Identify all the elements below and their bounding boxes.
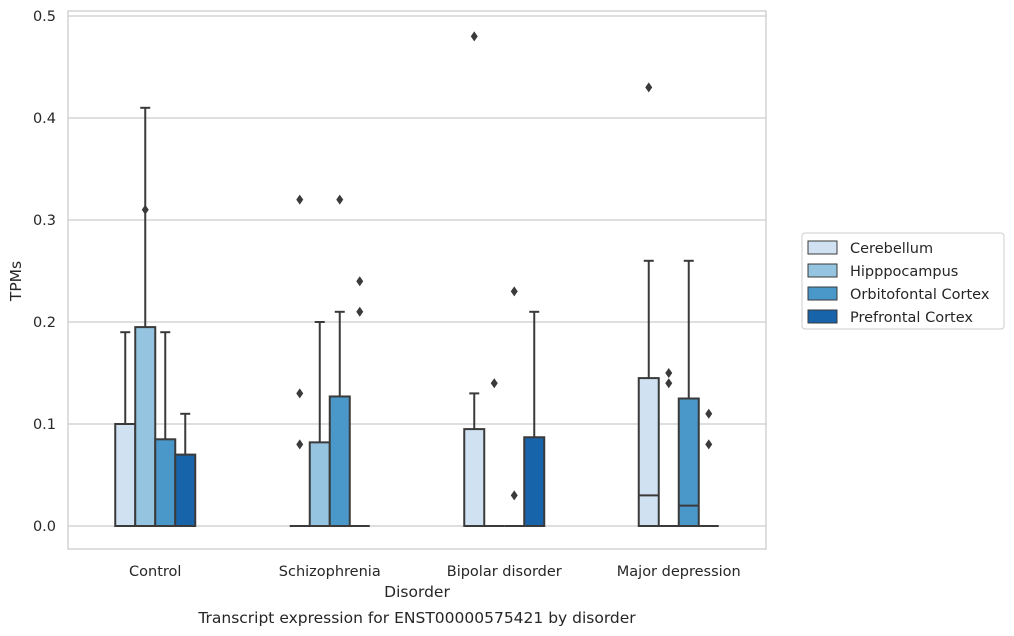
y-tick-label: 0.5 xyxy=(33,9,56,25)
plot-frame xyxy=(67,10,767,550)
outlier-point xyxy=(705,439,713,450)
legend-swatch xyxy=(807,240,838,255)
outlier-point xyxy=(470,31,478,42)
box xyxy=(523,436,546,528)
outlier-point xyxy=(296,439,304,450)
box xyxy=(174,453,197,528)
outlier-point xyxy=(296,388,304,399)
chart-caption: Transcript expression for ENST0000057542… xyxy=(197,609,636,627)
box xyxy=(637,377,660,527)
outlier-point xyxy=(336,194,344,205)
box-group xyxy=(504,286,525,527)
box-group xyxy=(174,412,197,528)
box-plot-area xyxy=(114,31,719,528)
outlier-point xyxy=(510,286,518,297)
box-group xyxy=(349,276,370,527)
box-group xyxy=(328,194,351,527)
outlier-point xyxy=(296,194,304,205)
legend-frame xyxy=(801,232,1005,330)
box xyxy=(677,397,700,527)
box xyxy=(463,428,486,528)
y-tick-label: 0.3 xyxy=(33,213,56,229)
legend: Cerebellum Hipppocampus Orbitofontal Corte… xyxy=(801,232,1005,330)
x-axis-ticks: Control Schizophrenia Bipolar disorder Majo… xyxy=(129,564,741,580)
box-group xyxy=(677,259,700,527)
box-group xyxy=(154,331,177,527)
legend-label: Orbitofontal Cortex xyxy=(850,287,990,303)
legend-label: Cerebellum xyxy=(850,241,933,257)
box xyxy=(134,326,157,527)
legend-label: Prefrontal Cortex xyxy=(850,310,973,326)
box-group xyxy=(289,194,310,527)
box-group xyxy=(134,106,157,527)
x-tick-label: Control xyxy=(129,564,181,580)
x-tick-label: Major depression xyxy=(617,564,741,580)
legend-entry: Cerebellum xyxy=(807,240,933,257)
outlier-point xyxy=(490,378,498,389)
legend-entry: Orbitofontal Cortex xyxy=(807,286,990,303)
box xyxy=(154,438,177,527)
y-tick-label: 0.2 xyxy=(33,315,56,331)
outlier-point xyxy=(705,408,713,419)
legend-entry: Hipppocampus xyxy=(807,263,958,280)
outlier-point xyxy=(356,276,364,287)
box xyxy=(308,441,331,527)
legend-swatch xyxy=(807,309,838,324)
outlier-point xyxy=(510,490,518,501)
box-group xyxy=(114,331,137,527)
outlier-point xyxy=(645,82,653,93)
x-tick-label: Bipolar disorder xyxy=(447,564,562,580)
y-axis-ticks: 0.0 0.1 0.2 0.3 0.4 0.5 xyxy=(33,9,56,535)
box-group xyxy=(658,368,679,527)
box-group xyxy=(308,321,331,527)
legend-swatch xyxy=(807,263,838,278)
legend-label: Hipppocampus xyxy=(850,264,958,280)
x-axis-label: Disorder xyxy=(384,583,450,601)
legend-entry: Prefrontal Cortex xyxy=(807,309,973,326)
box-group xyxy=(484,378,505,527)
box xyxy=(328,395,351,527)
x-tick-label: Schizophrenia xyxy=(279,564,381,580)
box-group xyxy=(523,310,546,528)
outlier-point xyxy=(665,378,673,389)
box-group xyxy=(463,31,486,528)
y-tick-label: 0.4 xyxy=(33,111,56,127)
outlier-point xyxy=(665,368,673,378)
box-group xyxy=(637,82,660,527)
y-tick-label: 0.0 xyxy=(33,519,56,535)
outlier-point xyxy=(141,204,149,215)
y-axis-label: TPMs xyxy=(7,261,25,302)
outlier-point xyxy=(356,306,364,317)
box xyxy=(114,423,137,527)
legend-swatch xyxy=(807,286,838,301)
box-group xyxy=(698,408,719,527)
y-tick-label: 0.1 xyxy=(33,417,56,433)
